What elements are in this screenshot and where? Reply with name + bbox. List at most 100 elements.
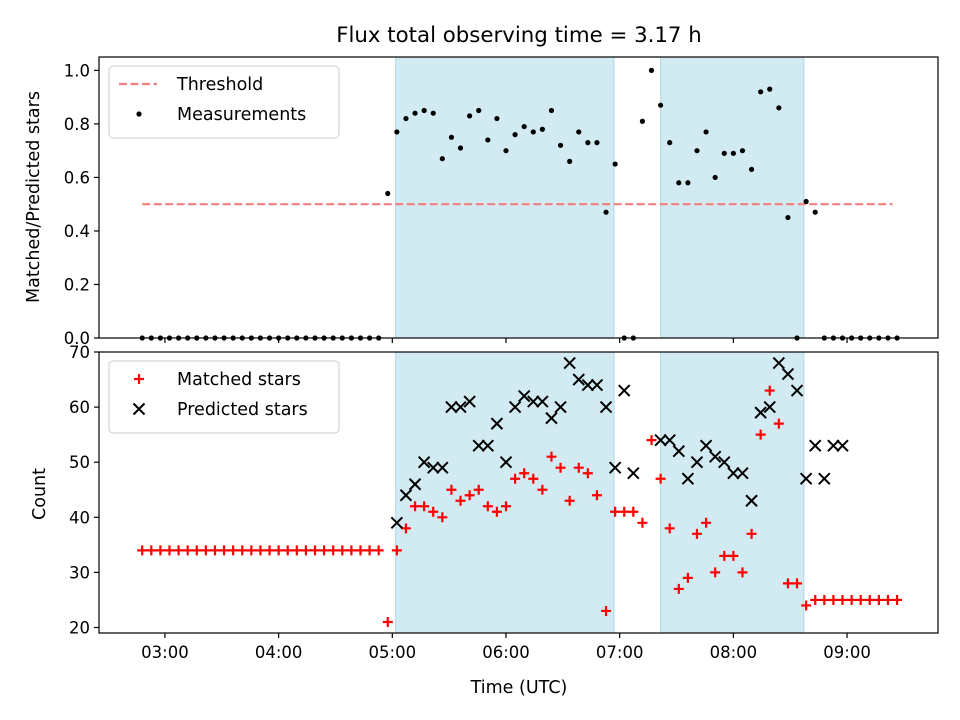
y-tick-label-top-2: 0.4 [64,222,90,241]
point-bottom-s0-2 [155,545,166,556]
point-top-s0-60 [685,180,691,186]
shaded-region-top-1 [660,56,805,339]
point-bottom-s0-3 [164,545,175,556]
point-bottom-s0-7 [200,545,211,556]
legend-box-bottom [108,360,340,434]
point-bottom-s0-4 [173,545,184,556]
point-top-s0-37 [476,107,482,114]
point-bottom-s0-73 [801,600,812,611]
ratio-panel: 0.0 0.2 0.4 0.6 0.8 1.0 Threshold Measurements [64,56,939,348]
legend-swatch-top-1 [136,111,142,117]
point-bottom-s0-79 [855,594,866,605]
point-bottom-s1-19 [563,356,576,370]
y-tick-label-top-4: 0.8 [64,115,90,134]
y-tick-label-top-5: 1.0 [64,61,90,80]
point-top-s0-52 [612,161,618,167]
point-bottom-s0-20 [319,545,330,556]
x-tick-label-1: 04:00 [255,643,303,662]
legend-label-top-0: Threshold [176,75,263,95]
point-top-s0-39 [494,115,500,122]
point-bottom-s1-35 [727,467,740,480]
point-top-s0-30 [412,110,418,116]
x-tick-label-2: 05:00 [369,643,417,662]
y-tick-label-bottom-4: 60 [69,398,90,417]
point-bottom-s1-42 [790,384,804,397]
point-bottom-s1-47 [836,439,849,452]
axes-frame-bottom [98,351,939,634]
point-top-s0-67 [748,166,755,172]
point-bottom-s0-43 [528,473,539,484]
point-bottom-s0-5 [182,545,193,556]
point-bottom-s1-24 [608,461,622,474]
point-bottom-s0-21 [328,545,339,556]
point-top-s0-57 [658,102,664,108]
point-bottom-s0-10 [228,545,239,556]
chart-title: Flux total observing time = 3.17 h [336,23,702,48]
shaded-region-bottom-0 [395,351,615,634]
point-bottom-s1-15 [527,395,540,408]
point-bottom-s0-75 [819,594,830,605]
point-top-s0-49 [585,140,591,146]
point-top-s0-62 [703,129,709,135]
point-top-s0-74 [812,209,818,215]
point-bottom-s1-4 [427,461,440,474]
point-bottom-s0-15 [273,545,284,556]
point-top-s0-64 [721,150,727,156]
y-tick-label-bottom-1: 30 [69,563,90,582]
point-bottom-s0-36 [464,490,475,501]
point-bottom-s0-29 [400,523,411,534]
x-axis-label: Time (UTC) [470,678,568,698]
point-bottom-s0-72 [792,578,803,589]
point-bottom-s0-32 [428,506,439,517]
point-bottom-s1-23 [599,400,613,414]
point-bottom-s0-70 [773,418,784,429]
point-bottom-s0-12 [246,545,257,556]
point-bottom-s1-46 [827,439,840,452]
point-bottom-s0-77 [837,594,848,605]
point-bottom-s1-45 [818,472,831,485]
point-bottom-s1-28 [663,433,676,447]
point-bottom-s1-44 [809,439,822,452]
y-tick-label-top-3: 0.6 [64,168,90,187]
point-bottom-s0-54 [628,506,639,517]
point-bottom-s0-61 [691,528,702,539]
point-bottom-s0-82 [882,594,893,605]
point-bottom-s0-17 [291,545,302,556]
point-bottom-s0-33 [437,512,448,523]
point-top-s0-43 [530,129,536,135]
point-top-s0-51 [603,209,609,215]
point-bottom-s0-55 [637,517,648,528]
axes-frame-top [98,56,939,339]
point-top-s0-48 [576,129,582,135]
point-bottom-s1-10 [481,439,495,452]
y-tick-label-top-1: 0.2 [64,275,90,294]
point-bottom-s0-8 [209,545,220,556]
point-bottom-s1-30 [681,472,695,485]
point-top-s0-70 [776,105,782,111]
x-tick-label-4: 07:00 [596,643,644,662]
point-bottom-s0-14 [264,545,275,556]
x-tick-label-0: 03:00 [141,643,189,662]
point-bottom-s0-81 [873,594,884,605]
point-top-s0-46 [557,142,564,148]
point-bottom-s1-21 [581,378,595,392]
point-bottom-s0-53 [619,506,630,517]
point-bottom-s1-32 [699,439,713,452]
point-top-s0-61 [694,148,700,154]
point-bottom-s1-13 [508,400,522,414]
point-bottom-s1-39 [763,400,776,414]
y-tick-label-bottom-2: 40 [69,508,90,527]
y-tick-label-top-0: 0.0 [64,329,90,348]
point-top-s0-66 [739,148,746,154]
count-panel: 20 30 40 50 60 70 03:00 04:00 05:00 06:00 07:00 08:… [69,343,939,662]
point-bottom-s1-38 [754,406,767,419]
point-bottom-s1-37 [745,494,758,507]
point-bottom-s0-66 [737,567,748,578]
point-bottom-s0-1 [146,545,157,556]
point-top-s0-47 [567,158,573,164]
point-bottom-s0-11 [237,545,248,556]
point-bottom-s0-63 [710,567,721,578]
point-top-s0-33 [439,156,445,162]
point-bottom-s0-23 [346,545,357,556]
